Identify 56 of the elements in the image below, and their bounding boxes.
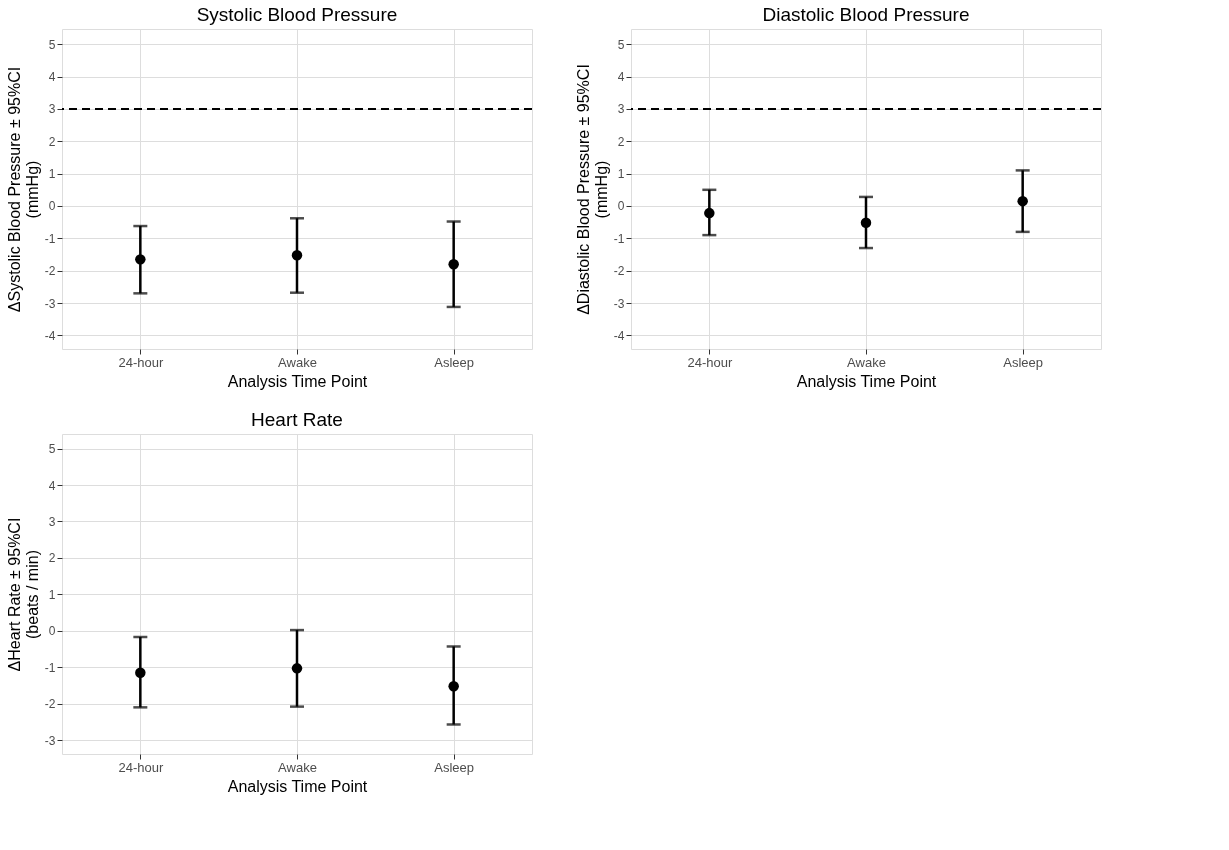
y-tick-label: 5	[48, 442, 56, 457]
x-tick-label: Awake	[278, 759, 317, 775]
x-tick-label: 24-hour	[118, 354, 164, 370]
x-tick-label: Awake	[278, 354, 317, 370]
y-tick-label: 1	[617, 167, 625, 182]
y-tick-label: 4	[48, 478, 56, 493]
y-tick-label: -1	[44, 660, 56, 675]
point	[448, 680, 459, 692]
x-tick-label: 24-hour	[687, 354, 733, 370]
y-tick-label: -1	[44, 231, 56, 246]
y-tick-label: -3	[44, 296, 56, 311]
y-tick-label: -3	[44, 733, 56, 748]
y-tick-label: 0	[48, 199, 56, 214]
y-axis-title: ΔSystolic Blood Pressure ± 95%CI (mmHg)	[5, 66, 41, 313]
y-tick-label: 3	[48, 514, 56, 529]
y-tick-label: -2	[44, 264, 56, 279]
point	[135, 254, 146, 265]
y-tick-label: 1	[48, 587, 56, 602]
point	[860, 217, 872, 229]
y-tick-label: -4	[613, 328, 625, 343]
y-tick-label: 2	[617, 134, 625, 149]
point	[291, 249, 303, 261]
y-tick-label: 1	[48, 167, 56, 182]
point	[291, 663, 303, 674]
y-tick-label: -4	[44, 328, 56, 343]
y-tick-label: 3	[48, 102, 56, 117]
x-tick-label: 24-hour	[118, 759, 164, 775]
y-tick-label: 4	[48, 70, 56, 85]
y-tick-label: 2	[48, 551, 56, 566]
x-tick-label: Awake	[847, 354, 886, 370]
x-axis-title: Analysis Time Point	[227, 777, 368, 795]
y-tick-label: 0	[48, 624, 56, 639]
y-tick-label: 0	[617, 199, 625, 214]
x-tick-label: Asleep	[434, 759, 475, 775]
y-tick-label: 5	[617, 37, 625, 52]
chart-title: Diastolic Blood Pressure	[762, 4, 970, 25]
x-axis-title: Analysis Time Point	[796, 372, 937, 390]
y-tick-label: 4	[617, 70, 625, 85]
y-tick-label: 5	[48, 37, 56, 52]
x-tick-label: Asleep	[1003, 354, 1044, 370]
x-axis-title: Analysis Time Point	[227, 372, 368, 390]
point	[704, 207, 715, 219]
y-tick-label: -2	[44, 697, 56, 712]
y-axis-title: ΔDiastolic Blood Pressure ± 95%CI (mmHg)	[574, 64, 610, 315]
y-tick-label: -2	[613, 264, 625, 279]
x-tick-label: Asleep	[434, 354, 475, 370]
point	[448, 258, 459, 270]
chart-title: Systolic Blood Pressure	[196, 4, 398, 25]
y-tick-label: -3	[613, 296, 625, 311]
chart-title: Heart Rate	[251, 409, 343, 430]
point	[135, 667, 146, 678]
point	[1017, 195, 1028, 207]
y-tick-label: 2	[48, 134, 56, 149]
y-tick-label: 3	[617, 102, 625, 117]
y-tick-label: -1	[613, 231, 625, 246]
y-axis-title: ΔHeart Rate ± 95%CI (beats / min)	[5, 517, 41, 672]
